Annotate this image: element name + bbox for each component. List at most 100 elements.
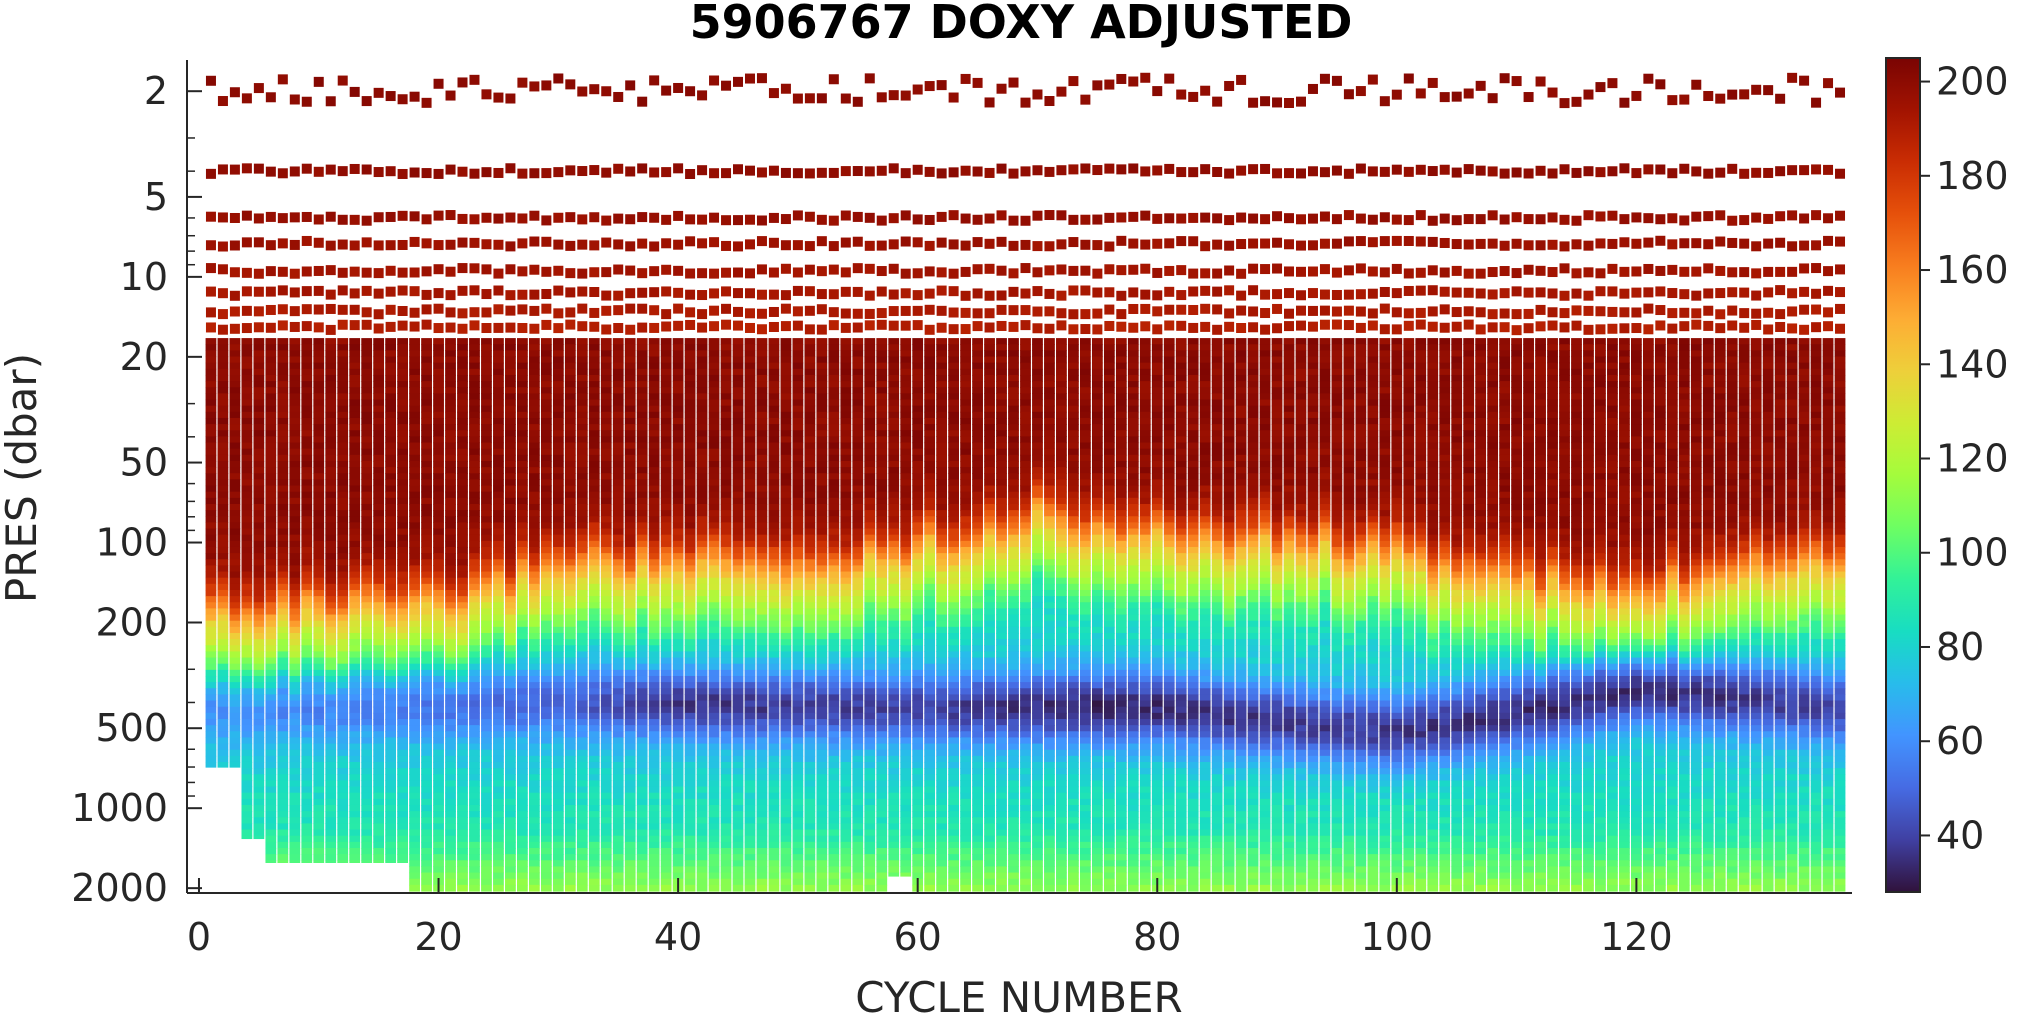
data-cell <box>421 663 432 671</box>
data-cell <box>672 602 684 609</box>
data-cell <box>277 620 289 628</box>
data-cell <box>265 780 277 788</box>
data-cell <box>265 405 277 413</box>
data-cell <box>481 706 492 714</box>
data-cell <box>421 632 432 640</box>
data-cell <box>385 589 397 597</box>
data-cell <box>313 725 325 732</box>
shallow-sample-point <box>265 266 276 277</box>
data-cell <box>624 424 636 431</box>
data-cell <box>576 460 588 468</box>
data-cell <box>505 399 516 407</box>
data-cell <box>409 485 420 493</box>
data-cell <box>457 497 468 505</box>
data-cell <box>409 657 420 665</box>
data-cell <box>612 479 624 487</box>
data-cell <box>433 516 444 523</box>
data-cell <box>517 718 528 726</box>
data-cell <box>349 565 361 573</box>
data-cell <box>457 848 468 855</box>
data-cell <box>277 712 289 720</box>
shallow-sample-point <box>457 77 468 88</box>
data-cell <box>433 645 444 652</box>
data-cell <box>325 374 337 382</box>
data-cell <box>241 368 253 376</box>
data-cell <box>744 639 756 646</box>
data-cell <box>684 675 696 683</box>
profile-column <box>361 96 373 863</box>
data-cell <box>660 374 672 382</box>
profile-column <box>217 96 229 768</box>
data-cell <box>756 571 768 579</box>
data-cell <box>505 700 516 708</box>
data-cell <box>672 663 684 671</box>
data-cell <box>265 516 277 523</box>
data-cell <box>756 479 768 487</box>
data-cell <box>612 780 624 788</box>
data-cell <box>277 663 289 671</box>
shallow-sample-point <box>721 319 732 330</box>
data-cell <box>409 491 420 499</box>
data-cell <box>337 540 349 548</box>
data-cell <box>385 497 397 505</box>
data-cell <box>648 467 660 474</box>
data-cell <box>576 675 588 683</box>
data-cell <box>732 718 744 726</box>
data-cell <box>457 467 468 474</box>
data-cell <box>421 712 432 720</box>
data-cell <box>493 503 504 511</box>
data-cell <box>313 749 325 757</box>
data-cell <box>493 731 504 739</box>
data-cell <box>385 811 397 818</box>
data-cell <box>361 718 373 726</box>
data-cell <box>433 872 444 880</box>
data-cell <box>816 436 828 444</box>
data-cell <box>241 565 253 573</box>
data-cell <box>528 424 540 431</box>
data-cell <box>385 804 397 812</box>
data-cell <box>552 700 564 708</box>
data-cell <box>672 675 684 683</box>
data-cell <box>517 669 528 677</box>
data-cell <box>744 669 756 677</box>
data-cell <box>576 743 588 751</box>
data-cell <box>277 829 289 837</box>
data-cell <box>241 405 253 413</box>
data-cell <box>433 454 444 462</box>
data-cell <box>433 854 444 861</box>
data-cell <box>325 497 337 505</box>
data-cell <box>421 485 432 493</box>
data-cell <box>433 381 444 388</box>
data-cell <box>744 706 756 714</box>
data-cell <box>612 835 624 843</box>
data-cell <box>289 362 301 370</box>
data-cell <box>624 344 636 351</box>
data-cell <box>588 522 600 530</box>
data-cell <box>349 338 361 345</box>
data-cell <box>277 387 289 394</box>
data-cell <box>325 460 337 468</box>
data-cell <box>217 344 229 351</box>
data-cell <box>241 473 253 480</box>
data-cell <box>756 503 768 511</box>
data-cell <box>672 448 684 456</box>
data-cell <box>684 657 696 665</box>
data-cell <box>732 448 744 456</box>
data-cell <box>576 454 588 462</box>
data-cell <box>229 559 241 566</box>
data-cell <box>768 872 780 880</box>
data-cell <box>612 706 624 714</box>
data-cell <box>481 589 492 597</box>
data-cell <box>804 399 816 407</box>
data-cell <box>540 374 552 382</box>
data-cell <box>265 645 277 652</box>
data-cell <box>600 497 612 505</box>
shallow-sample-point <box>277 266 288 277</box>
data-cell <box>576 866 588 874</box>
data-cell <box>385 454 397 462</box>
data-cell <box>600 682 612 689</box>
data-cell <box>540 448 552 456</box>
data-cell <box>217 675 229 683</box>
data-cell <box>564 682 576 689</box>
data-cell <box>792 792 804 800</box>
